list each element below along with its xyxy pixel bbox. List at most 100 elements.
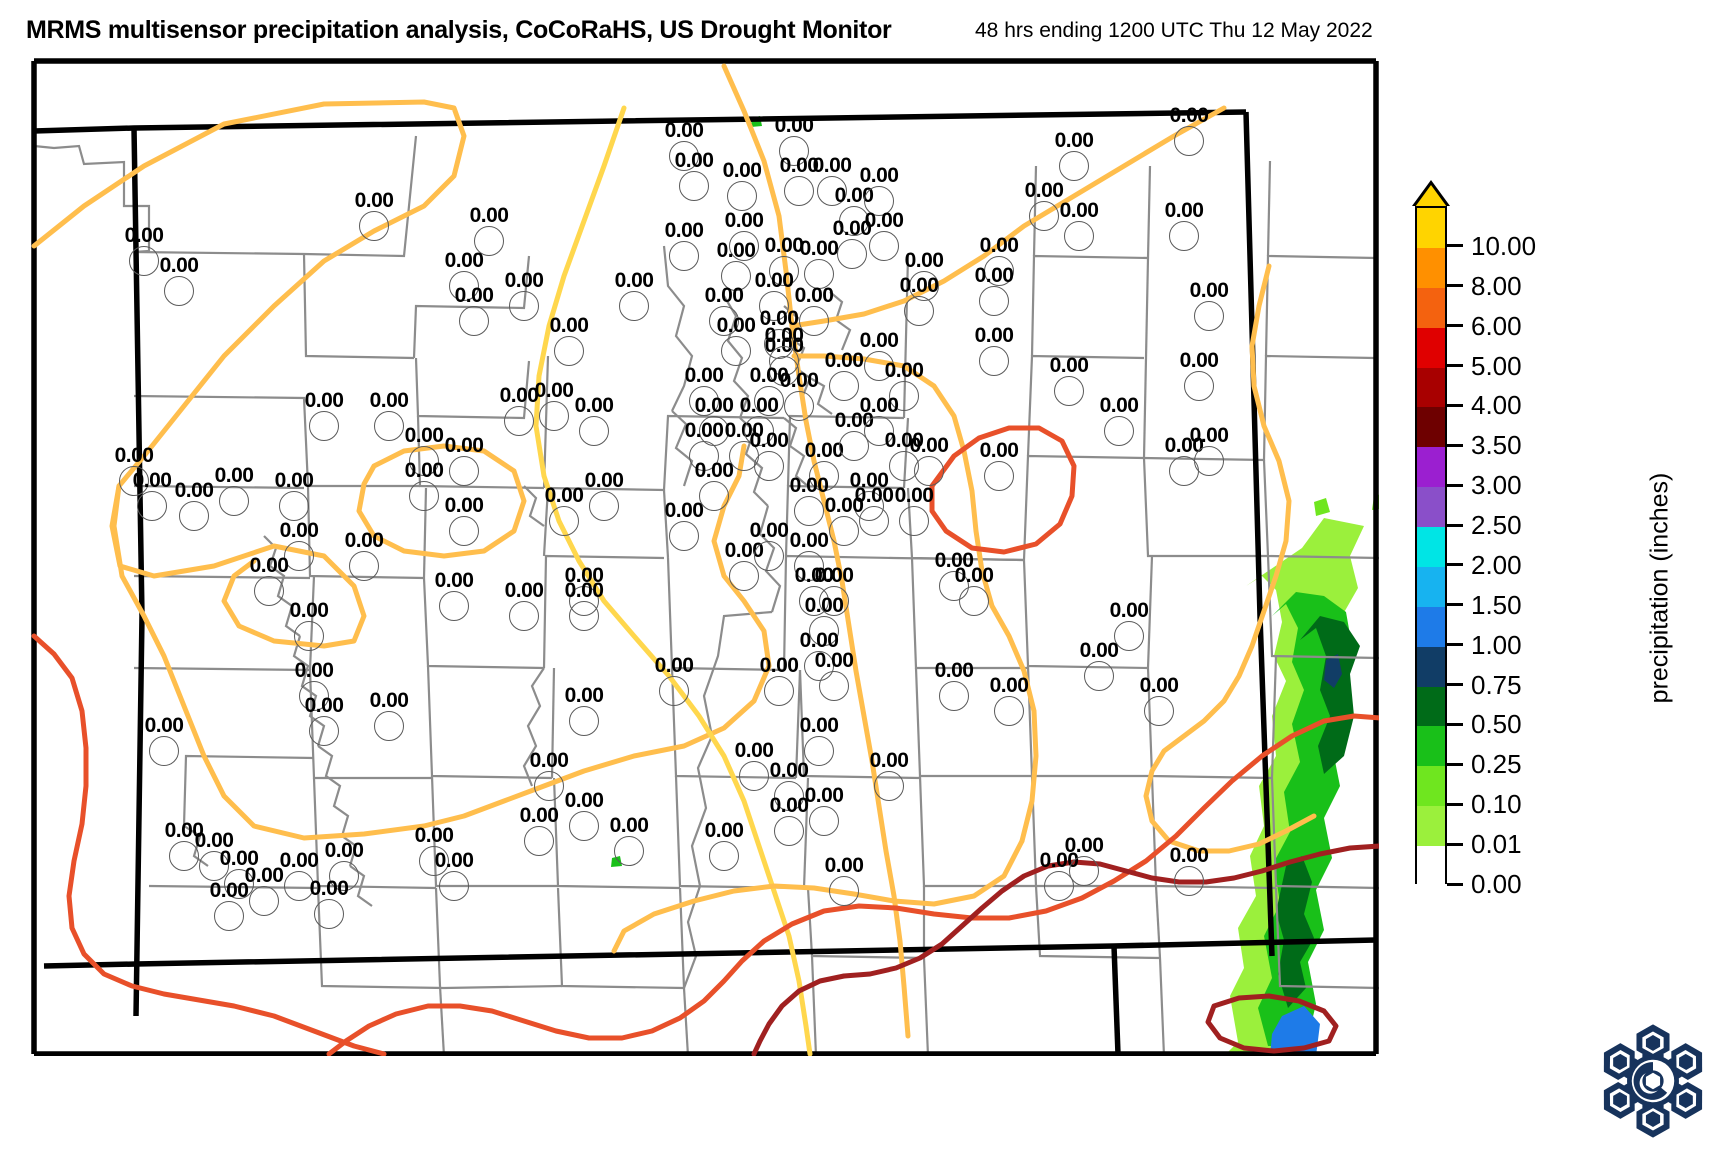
- station-value: 0.00: [804, 439, 844, 462]
- station-value: 0.00: [1179, 349, 1219, 372]
- station-circle-icon: [449, 271, 479, 301]
- drought-contour-d1b: [31, 633, 387, 1056]
- station-circle-icon: [614, 836, 644, 866]
- station-circle-icon: [374, 411, 404, 441]
- station-circle-icon: [214, 901, 244, 931]
- station-value: 0.00: [934, 659, 974, 682]
- precip-fill-050: [1300, 616, 1360, 774]
- station-circle-icon: [439, 871, 469, 901]
- station-value: 0.00: [704, 284, 744, 307]
- station-circle-icon: [864, 416, 894, 446]
- station-circle-icon: [359, 211, 389, 241]
- station-circle-icon: [689, 441, 719, 471]
- station-circle-icon: [979, 346, 1009, 376]
- colorbar-tick: [1447, 244, 1463, 248]
- colorbar-tick-label: 0.50: [1471, 709, 1522, 740]
- station-value: 0.00: [654, 654, 694, 677]
- station-circle-icon: [984, 461, 1014, 491]
- colorbar-tick-label: 4.00: [1471, 390, 1522, 421]
- colorbar-tick-label: 2.50: [1471, 510, 1522, 541]
- station-circle-icon: [809, 461, 839, 491]
- station-value: 0.00: [159, 254, 199, 277]
- station-value: 0.00: [214, 464, 254, 487]
- station-value: 0.00: [209, 879, 249, 902]
- station-value: 0.00: [824, 349, 864, 372]
- station-value: 0.00: [849, 469, 889, 492]
- colorbar-segment: [1417, 686, 1445, 728]
- station-value: 0.00: [769, 759, 809, 782]
- station-value: 0.00: [754, 269, 794, 292]
- station-circle-icon: [509, 601, 539, 631]
- station-circle-icon: [744, 416, 774, 446]
- station-value: 0.00: [124, 224, 164, 247]
- station-circle-icon: [804, 259, 834, 289]
- station-value: 0.00: [504, 269, 544, 292]
- station-value: 0.00: [144, 714, 184, 737]
- station-circle-icon: [859, 506, 889, 536]
- station-circle-icon: [129, 246, 159, 276]
- station-circle-icon: [709, 306, 739, 336]
- station-circle-icon: [294, 621, 324, 651]
- station-circle-icon: [739, 761, 769, 791]
- station-value: 0.00: [724, 209, 764, 232]
- station-value: 0.00: [324, 839, 364, 862]
- station-value: 0.00: [274, 469, 314, 492]
- station-value: 0.00: [132, 469, 172, 492]
- colorbar-tick: [1447, 284, 1463, 288]
- station-circle-icon: [284, 541, 314, 571]
- station-circle-icon: [784, 176, 814, 206]
- station-circle-icon: [329, 861, 359, 891]
- colorbar-tick: [1447, 842, 1463, 846]
- station-value: 0.00: [544, 484, 584, 507]
- colorbar-tick-label: 5.00: [1471, 350, 1522, 381]
- map-header: MRMS multisensor precipitation analysis,…: [0, 0, 1719, 52]
- station-circle-icon: [1169, 221, 1199, 251]
- station-circle-icon: [554, 336, 584, 366]
- station-value: 0.00: [832, 217, 872, 240]
- station-circle-icon: [669, 521, 699, 551]
- station-circle-icon: [994, 696, 1024, 726]
- station-circle-icon: [589, 491, 619, 521]
- station-circle-icon: [219, 486, 249, 516]
- snowflake-icon: [1603, 1024, 1703, 1138]
- station-circle-icon: [449, 456, 479, 486]
- station-circle-icon: [1084, 661, 1114, 691]
- station-circle-icon: [569, 811, 599, 841]
- station-circle-icon: [904, 296, 934, 326]
- colorbar-tick-label: 6.00: [1471, 310, 1522, 341]
- station-circle-icon: [509, 291, 539, 321]
- station-circle-icon: [669, 241, 699, 271]
- colorbar-tick: [1447, 443, 1463, 447]
- drought-contour-d0b: [111, 443, 772, 841]
- station-circle-icon: [874, 771, 904, 801]
- precipitation-map[interactable]: 0.00 0.00 0.00 0.00 0.00 0.00 0.00 0.00 0.00 0.00…: [24, 56, 1379, 1056]
- station-circle-icon: [1069, 856, 1099, 886]
- station-circle-icon: [819, 586, 849, 616]
- station-circle-icon: [524, 826, 554, 856]
- colorbar-segment: [1417, 327, 1445, 369]
- station-value: 0.00: [779, 369, 819, 392]
- station-value: 0.00: [404, 424, 444, 447]
- station-circle-icon: [249, 886, 279, 916]
- station-value: 0.00: [664, 119, 704, 142]
- station-value: 0.00: [444, 434, 484, 457]
- station-circle-icon: [279, 491, 309, 521]
- colorbar-tick: [1447, 523, 1463, 527]
- drought-contour-d1c: [326, 713, 1379, 1056]
- station-circle-icon: [889, 381, 919, 411]
- station-value: 0.00: [529, 749, 569, 772]
- station-value: 0.00: [814, 649, 854, 672]
- precipitation-colorbar[interactable]: 10.00 8.00 6.00 5.00 4.00 3.50 3.00 2.50 2.00 1.5…: [1398, 180, 1536, 910]
- colorbar-tick-label: 3.00: [1471, 470, 1522, 501]
- station-value: 0.00: [519, 804, 559, 827]
- station-value: 0.00: [904, 249, 944, 272]
- colorbar-tick: [1447, 802, 1463, 806]
- station-value: 0.00: [279, 849, 319, 872]
- station-value: 0.00: [824, 494, 864, 517]
- station-value: 0.00: [1079, 639, 1119, 662]
- station-circle-icon: [1184, 371, 1214, 401]
- station-value: 0.00: [289, 599, 329, 622]
- colorbar-segment: [1417, 247, 1445, 289]
- station-circle-icon: [224, 869, 254, 899]
- station-value: 0.00: [722, 159, 762, 182]
